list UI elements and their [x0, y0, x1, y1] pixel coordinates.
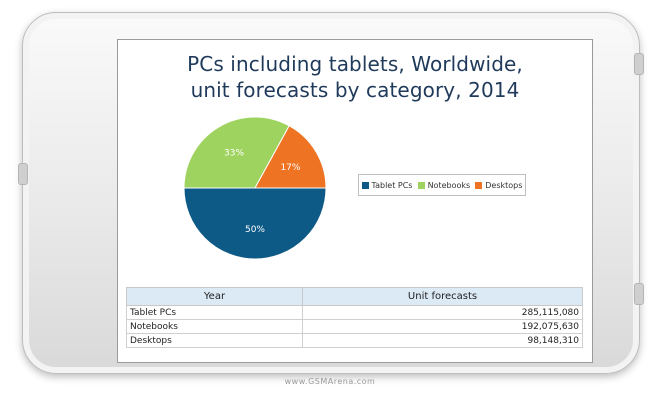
- table-cell-value: 98,148,310: [302, 333, 583, 348]
- legend-label-notebooks: Notebooks: [427, 180, 471, 190]
- tablet-side-button-right-lower: [634, 283, 644, 305]
- pie-label-desktops: 17%: [280, 163, 300, 173]
- forecast-table: Year Unit forecasts Tablet PCs 285,115,0…: [126, 287, 583, 348]
- legend-item-desktops: Desktops: [475, 181, 522, 190]
- pie-chart: 50% 33% 17%: [183, 116, 327, 260]
- chart-legend: Tablet PCs Notebooks Desktops: [358, 174, 526, 196]
- table-row: Tablet PCs 285,115,080: [126, 305, 583, 320]
- legend-swatch-tablet-pcs: [361, 181, 369, 189]
- legend-swatch-notebooks: [417, 181, 425, 189]
- legend-swatch-desktops: [475, 181, 483, 189]
- tablet-frame: PCs including tablets, Worldwide, unit f…: [18, 12, 644, 374]
- table-cell-category: Tablet PCs: [126, 305, 303, 320]
- legend-label-desktops: Desktops: [485, 180, 523, 190]
- table-header-year: Year: [126, 287, 303, 306]
- pie-label-tablet-pcs: 50%: [245, 225, 265, 235]
- legend-item-tablet-pcs: Tablet PCs: [361, 180, 413, 190]
- legend-label-tablet-pcs: Tablet PCs: [371, 180, 413, 190]
- table-header-unit-forecasts: Unit forecasts: [302, 287, 583, 306]
- pie-slice-tablet-pcs: [183, 187, 327, 260]
- tablet-side-button-left: [18, 163, 28, 185]
- table-row: Desktops 98,148,310: [126, 333, 583, 348]
- table-cell-category: Desktops: [126, 333, 303, 348]
- table-cell-value: 192,075,630: [302, 319, 583, 334]
- pie-slice-desktops: [254, 125, 327, 189]
- table-header-row: Year Unit forecasts: [126, 287, 583, 306]
- chart-title-line-2: unit forecasts by category, 2014: [190, 78, 520, 102]
- pie-slice-notebooks: [183, 116, 290, 189]
- table-cell-category: Notebooks: [126, 319, 303, 334]
- table-cell-value: 285,115,080: [302, 305, 583, 320]
- chart-title-line-1: PCs including tablets, Worldwide,: [187, 52, 523, 76]
- table-row: Notebooks 192,075,630: [126, 319, 583, 334]
- tablet-screen: PCs including tablets, Worldwide, unit f…: [117, 39, 593, 363]
- pie-label-notebooks: 33%: [224, 149, 244, 159]
- tablet-side-button-right: [634, 53, 644, 75]
- legend-item-notebooks: Notebooks: [417, 180, 471, 190]
- watermark: www.GSMArena.com: [284, 377, 376, 386]
